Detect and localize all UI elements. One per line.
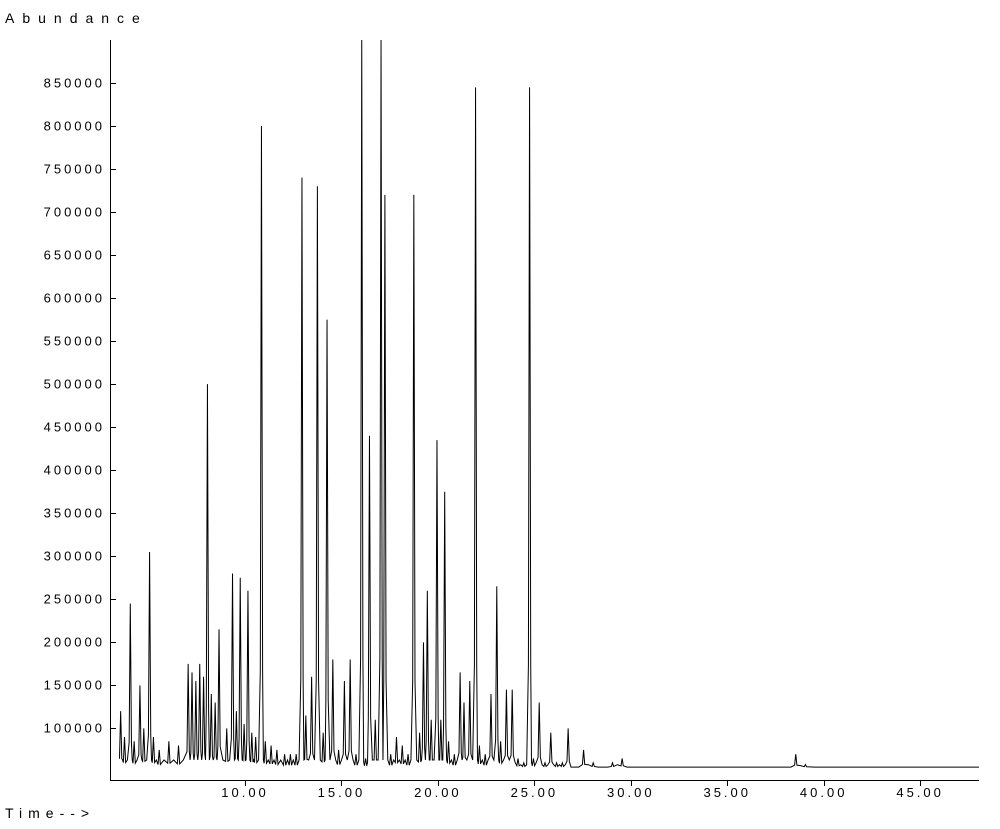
ytick-mark [110, 427, 116, 428]
ytick-label: 750000 [44, 162, 105, 177]
ytick-mark [110, 126, 116, 127]
xtick-mark [631, 780, 632, 786]
xtick-label: 35.00 [703, 785, 751, 800]
xtick-mark [920, 780, 921, 786]
ytick-mark [110, 255, 116, 256]
xtick-mark [727, 780, 728, 786]
ytick-label: 600000 [44, 291, 105, 306]
chromatogram-line [111, 40, 979, 780]
ytick-mark [110, 513, 116, 514]
ytick-label: 500000 [44, 377, 105, 392]
ytick-label: 550000 [44, 334, 105, 349]
xtick-label: 30.00 [607, 785, 655, 800]
ytick-label: 650000 [44, 248, 105, 263]
ytick-mark [110, 599, 116, 600]
ytick-mark [110, 384, 116, 385]
plot-area [110, 40, 979, 781]
ytick-mark [110, 298, 116, 299]
yaxis-title: Abundance [5, 10, 148, 26]
ytick-mark [110, 212, 116, 213]
ytick-mark [110, 470, 116, 471]
ytick-label: 200000 [44, 635, 105, 650]
xaxis-title: Time--> [5, 805, 95, 821]
xtick-label: 40.00 [800, 785, 848, 800]
ytick-mark [110, 685, 116, 686]
xtick-label: 20.00 [414, 785, 462, 800]
ytick-mark [110, 169, 116, 170]
ytick-label: 800000 [44, 119, 105, 134]
ytick-label: 100000 [44, 721, 105, 736]
ytick-mark [110, 341, 116, 342]
xtick-mark [341, 780, 342, 786]
ytick-label: 300000 [44, 549, 105, 564]
xtick-label: 15.00 [318, 785, 366, 800]
ytick-mark [110, 642, 116, 643]
xtick-mark [534, 780, 535, 786]
ytick-label: 350000 [44, 506, 105, 521]
xtick-label: 45.00 [896, 785, 944, 800]
xtick-label: 25.00 [511, 785, 559, 800]
ytick-label: 850000 [44, 76, 105, 91]
xtick-mark [245, 780, 246, 786]
ytick-label: 250000 [44, 592, 105, 607]
ytick-label: 400000 [44, 463, 105, 478]
xtick-mark [438, 780, 439, 786]
xtick-label: 10.00 [221, 785, 269, 800]
xtick-mark [824, 780, 825, 786]
ytick-mark [110, 556, 116, 557]
ytick-label: 450000 [44, 420, 105, 435]
ytick-mark [110, 728, 116, 729]
ytick-label: 700000 [44, 205, 105, 220]
ytick-mark [110, 83, 116, 84]
ytick-label: 150000 [44, 678, 105, 693]
chromatogram-chart: Abundance Time--> 100000 150000 200000 2500… [0, 0, 1000, 829]
